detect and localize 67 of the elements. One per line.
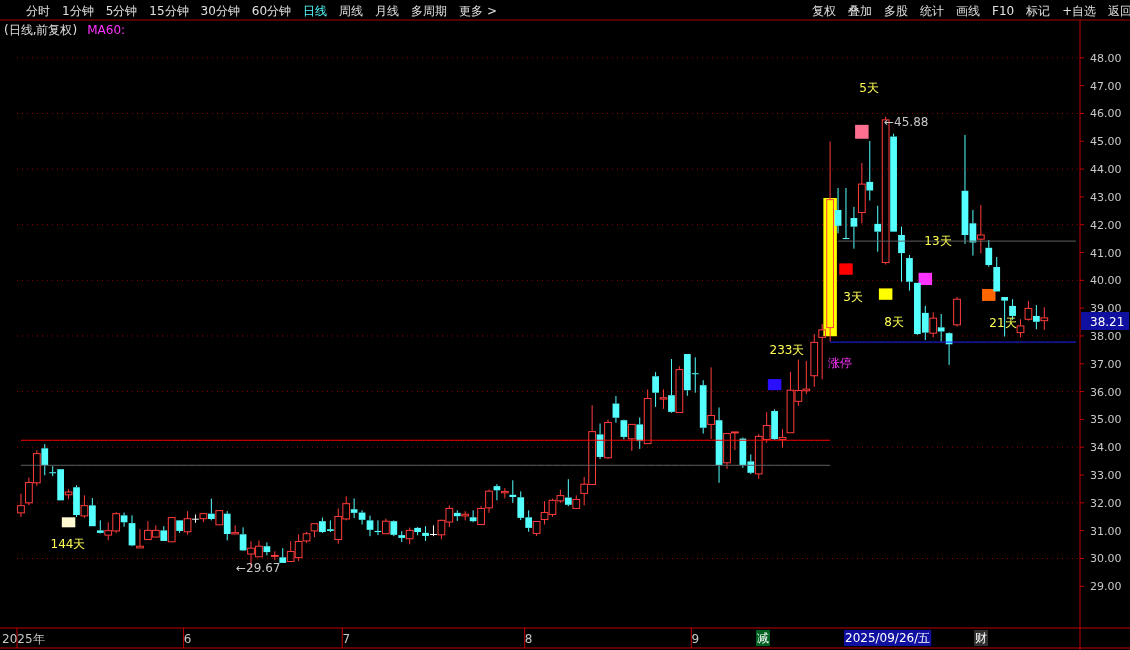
y-tick-label: 47.00 bbox=[1090, 79, 1122, 93]
text: 减 bbox=[757, 631, 769, 645]
x-tick-label: 9 bbox=[691, 632, 700, 646]
y-tick-label: 32.00 bbox=[1090, 496, 1122, 510]
y-tick-label: 30.00 bbox=[1090, 552, 1122, 566]
y-tick-label: 43.00 bbox=[1090, 190, 1122, 204]
text: 日线 bbox=[303, 4, 328, 18]
text: 财 bbox=[975, 631, 987, 645]
annotation: 5天 bbox=[859, 81, 879, 95]
y-tick-label: 44.00 bbox=[1090, 163, 1122, 177]
y-tick-label: 38.00 bbox=[1090, 329, 1122, 343]
bar bbox=[61, 517, 76, 528]
annotation: 3天 bbox=[843, 290, 863, 304]
y-tick-label: 35.00 bbox=[1090, 413, 1122, 427]
x-tick-label: 8 bbox=[524, 632, 533, 646]
text: 38.21 bbox=[1090, 315, 1125, 329]
text: 5分钟 bbox=[105, 4, 138, 18]
text: 返回 bbox=[1108, 4, 1130, 18]
text: 30分钟 bbox=[200, 4, 240, 18]
text: 更多 > bbox=[459, 4, 497, 18]
y-tick-label: 42.00 bbox=[1090, 218, 1122, 232]
bar bbox=[878, 288, 893, 300]
text: 标记 bbox=[1025, 4, 1051, 18]
y-tick-label: 40.00 bbox=[1090, 274, 1122, 288]
y-tick-label: 39.00 bbox=[1090, 302, 1122, 316]
y-tick-label: 36.00 bbox=[1090, 385, 1122, 399]
annotation: 涨停 bbox=[828, 356, 852, 370]
text: 多股 bbox=[884, 4, 908, 18]
y-tick-label: 41.00 bbox=[1090, 246, 1122, 260]
chart-title: (日线,前复权) bbox=[4, 23, 78, 37]
annotation: 21天 bbox=[989, 316, 1017, 330]
text: 60分钟 bbox=[251, 4, 292, 18]
chart-subtitle: MA60: bbox=[87, 23, 126, 37]
bar bbox=[982, 288, 996, 301]
text: 分时 bbox=[26, 4, 50, 18]
text: 多周期 bbox=[411, 4, 448, 18]
text: 统计 bbox=[920, 4, 944, 18]
annotation: ←29.67 bbox=[236, 561, 281, 575]
text: 周线 bbox=[339, 4, 364, 18]
text: 1分钟 bbox=[62, 4, 94, 18]
annotation: 8天 bbox=[884, 315, 904, 329]
y-tick-label: 46.00 bbox=[1090, 107, 1122, 121]
text: 15分钟 bbox=[149, 4, 189, 18]
annotation: 233天 bbox=[769, 343, 805, 357]
bar bbox=[839, 263, 853, 275]
bar bbox=[855, 124, 869, 139]
annotation: 13天 bbox=[924, 234, 952, 248]
text: 画线 bbox=[956, 4, 980, 18]
text: 复权 bbox=[812, 4, 836, 18]
x-tick-label: 6 bbox=[183, 632, 192, 646]
text: F10 bbox=[992, 4, 1015, 18]
y-tick-label: 31.00 bbox=[1090, 524, 1122, 538]
y-tick-label: 45.00 bbox=[1090, 135, 1122, 149]
annotation: 144天 bbox=[50, 537, 86, 551]
x-tick-label: 2025年 bbox=[2, 632, 45, 646]
text: 叠加 bbox=[848, 4, 872, 18]
x-tick-label: 7 bbox=[342, 632, 351, 646]
y-tick-label: 48.00 bbox=[1090, 51, 1122, 65]
y-tick-label: 33.00 bbox=[1090, 469, 1122, 483]
y-tick-label: 37.00 bbox=[1090, 357, 1122, 371]
y-tick-label: 29.00 bbox=[1090, 580, 1122, 594]
text: 2025/09/26/五 bbox=[845, 631, 931, 645]
text: +自选 bbox=[1062, 4, 1097, 18]
y-tick-label: 34.00 bbox=[1090, 441, 1122, 455]
bar bbox=[918, 272, 933, 286]
text: 月线 bbox=[375, 4, 400, 18]
bar bbox=[767, 379, 782, 391]
